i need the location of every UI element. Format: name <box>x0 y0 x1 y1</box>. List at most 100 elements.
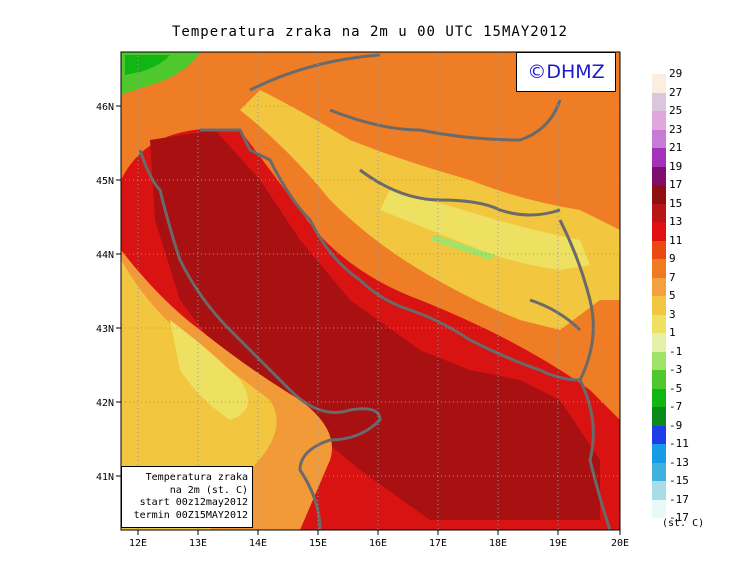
legend-swatch <box>652 111 666 130</box>
legend-row: 17 <box>652 178 712 204</box>
legend-swatch <box>652 314 666 333</box>
legend-label: 21 <box>669 141 683 154</box>
legend-swatch <box>652 148 666 167</box>
dhmz-logo: ©DHMZ <box>516 52 616 92</box>
legend-swatch <box>652 92 666 111</box>
legend-row: 11 <box>652 234 712 259</box>
legend-label: -17 <box>669 492 689 506</box>
legend-swatch <box>652 462 666 481</box>
legend-row: -15 <box>652 474 712 500</box>
legend-row: 25 <box>652 104 712 130</box>
legend-swatch <box>652 296 666 315</box>
legend-label: 19 <box>669 159 683 173</box>
x-tick-label: 12E <box>129 538 147 549</box>
legend-label-bottom: -17 <box>669 511 689 524</box>
legend-swatch <box>652 203 666 222</box>
legend-row: -17 <box>652 493 712 518</box>
legend-label: -11 <box>669 437 689 450</box>
coastline-croatia <box>200 128 581 382</box>
legend-label: 5 <box>669 289 676 302</box>
legend-row: 21 <box>652 141 712 167</box>
x-axis-ticks: 12E 13E 14E 15E 16E 17E 18E 19E 20E <box>129 530 629 549</box>
legend-row: 19 <box>652 160 712 185</box>
legend-swatch <box>652 129 666 148</box>
run-info-box: Temperatura zraka na 2m (st. C) start 00… <box>121 466 253 528</box>
legend-swatch <box>652 166 666 185</box>
legend-label: 7 <box>669 270 676 284</box>
plot-frame <box>120 51 621 531</box>
legend-label: -1 <box>669 344 683 358</box>
legend-label: -5 <box>669 381 683 395</box>
legend-row: 1 <box>652 326 712 352</box>
legend-swatch <box>652 481 666 500</box>
x-tick-label: 18E <box>489 538 507 549</box>
legend-row: 13 <box>652 215 712 241</box>
coastline-italy-adriatic <box>138 149 382 530</box>
x-tick-label: 19E <box>549 538 567 549</box>
legend-row: -3 <box>652 363 712 389</box>
y-tick-label: 42N <box>96 398 114 409</box>
legend-label: 1 <box>669 326 676 339</box>
y-axis-ticks: 46N 45N 44N 43N 42N 41N <box>96 102 121 483</box>
x-tick-label: 13E <box>189 538 207 549</box>
field-dinarides-cold <box>430 235 495 260</box>
legend-label: 3 <box>669 307 676 321</box>
legend-swatch <box>652 185 666 204</box>
info-line-3: start 00z12may2012 <box>139 497 248 508</box>
legend-label: 25 <box>669 104 683 117</box>
legend-label: 29 <box>669 67 683 80</box>
y-tick-label: 45N <box>96 176 114 187</box>
legend-label: 23 <box>669 122 683 136</box>
legend-row: 27 <box>652 86 712 111</box>
field-sea-core <box>150 130 600 520</box>
legend-swatch <box>652 333 666 352</box>
info-line-2: na 2m (st. C) <box>169 484 248 496</box>
legend-row: 9 <box>652 252 712 278</box>
legend-label: 17 <box>669 178 683 191</box>
legend-label: 27 <box>669 85 683 99</box>
x-tick-label: 20E <box>611 538 629 549</box>
legend-swatch <box>652 277 666 296</box>
legend-label: -7 <box>669 400 683 413</box>
legend-row: -13 <box>652 456 712 481</box>
legend-row: 15 <box>652 197 712 222</box>
legend-row: -11 <box>652 437 712 463</box>
legend-row: 29 <box>652 67 712 93</box>
legend-label: -15 <box>669 474 689 487</box>
legend-swatch <box>652 259 666 278</box>
legend-swatch <box>652 388 666 407</box>
x-tick-label: 16E <box>369 538 387 549</box>
border-inland <box>249 53 595 381</box>
legend-row: 7 <box>652 271 712 296</box>
legend-label: 13 <box>669 215 683 228</box>
map-title: Temperatura zraka na 2m u 00 UTC 15MAY20… <box>171 24 568 40</box>
field-italy-cool <box>170 320 248 420</box>
x-tick-label: 15E <box>309 538 327 549</box>
legend-swatch <box>652 351 666 370</box>
legend-label: 11 <box>669 233 683 247</box>
field-dinarides-cool <box>380 190 590 270</box>
legend-unit: (st. C) <box>662 518 705 529</box>
field-italy-inland <box>121 260 277 530</box>
legend-swatch <box>652 425 666 444</box>
y-tick-label: 41N <box>96 472 114 483</box>
y-tick-label: 46N <box>96 102 114 113</box>
coastline-albania <box>578 379 612 530</box>
legend-label: 15 <box>669 196 683 210</box>
legend-swatch <box>652 222 666 241</box>
info-line-4: termin 00Z15MAY2012 <box>133 509 248 521</box>
y-tick-label: 43N <box>96 324 114 335</box>
legend-swatch <box>652 407 666 426</box>
legend-row: 3 <box>652 308 712 333</box>
legend-label: 9 <box>669 252 676 265</box>
x-tick-label: 17E <box>429 538 447 549</box>
field-alps-cold <box>125 55 170 75</box>
legend-row: -1 <box>652 345 712 370</box>
x-tick-label: 14E <box>249 538 267 549</box>
legend-swatch <box>652 444 666 463</box>
legend-row: -5 <box>652 382 712 407</box>
legend-label: -9 <box>669 418 683 432</box>
legend-row: -7 <box>652 400 712 426</box>
legend-swatch <box>652 74 666 93</box>
